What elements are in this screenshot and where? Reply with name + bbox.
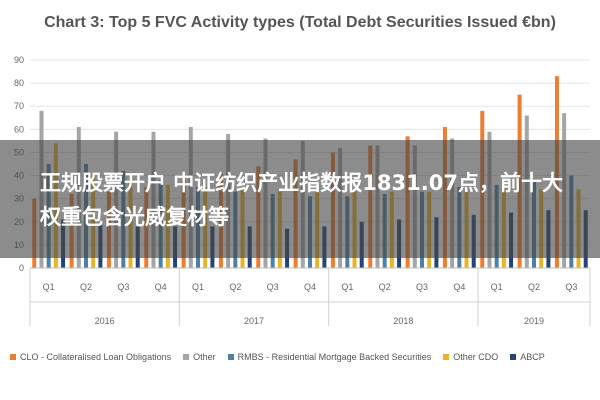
legend-label: Other bbox=[193, 352, 216, 362]
x-tick-label: Q3 bbox=[267, 282, 279, 292]
x-group-label: 2019 bbox=[524, 316, 544, 326]
x-tick-label: Q2 bbox=[379, 282, 391, 292]
x-tick-label: Q4 bbox=[453, 282, 465, 292]
x-tick-label: Q2 bbox=[80, 282, 92, 292]
x-tick-label: Q1 bbox=[341, 282, 353, 292]
y-tick-label: 70 bbox=[14, 101, 24, 111]
legend-item: RMBS - Residential Mortgage Backed Secur… bbox=[227, 352, 432, 362]
legend-item: Other bbox=[183, 352, 216, 362]
x-tick-label: Q4 bbox=[155, 282, 167, 292]
chart-title: Chart 3: Top 5 FVC Activity types (Total… bbox=[44, 14, 556, 31]
y-tick-label: 90 bbox=[14, 55, 24, 65]
chart-legend: CLO - Collateralised Loan Obligations Oth… bbox=[10, 352, 600, 368]
y-tick-label: 0 bbox=[19, 263, 24, 273]
x-tick-label: Q3 bbox=[565, 282, 577, 292]
y-tick-label: 60 bbox=[14, 124, 24, 134]
headline-text: 正规股票开户 中证纺织产业指数报1831.07点，前十大权重包含光威复材等 bbox=[40, 171, 563, 229]
x-tick-label: Q2 bbox=[229, 282, 241, 292]
legend-swatch bbox=[183, 354, 190, 360]
x-tick-label: Q1 bbox=[43, 282, 55, 292]
x-tick-label: Q4 bbox=[304, 282, 316, 292]
legend-swatch bbox=[510, 354, 517, 360]
x-tick-label: Q3 bbox=[117, 282, 129, 292]
x-group-label: 2018 bbox=[393, 316, 413, 326]
x-tick-label: Q1 bbox=[491, 282, 503, 292]
legend-item: Other CDO bbox=[443, 352, 498, 362]
legend-label: Other CDO bbox=[453, 352, 499, 362]
legend-swatch bbox=[227, 354, 234, 360]
x-tick-label: Q2 bbox=[528, 282, 540, 292]
x-tick-label: Q3 bbox=[416, 282, 428, 292]
legend-label: ABCP bbox=[520, 352, 545, 362]
legend-item: ABCP bbox=[510, 352, 545, 362]
y-tick-label: 80 bbox=[14, 78, 24, 88]
legend-item: CLO - Collateralised Loan Obligations bbox=[10, 352, 171, 362]
legend-swatch bbox=[10, 354, 16, 360]
headline-banner bbox=[0, 140, 600, 258]
legend-label: CLO - Collateralised Loan Obligations bbox=[20, 352, 172, 362]
legend-swatch bbox=[443, 354, 450, 360]
x-group-label: 2017 bbox=[244, 316, 264, 326]
legend-label: RMBS - Residential Mortgage Backed Secur… bbox=[237, 352, 432, 362]
x-group-label: 2016 bbox=[95, 316, 115, 326]
x-tick-label: Q1 bbox=[192, 282, 204, 292]
